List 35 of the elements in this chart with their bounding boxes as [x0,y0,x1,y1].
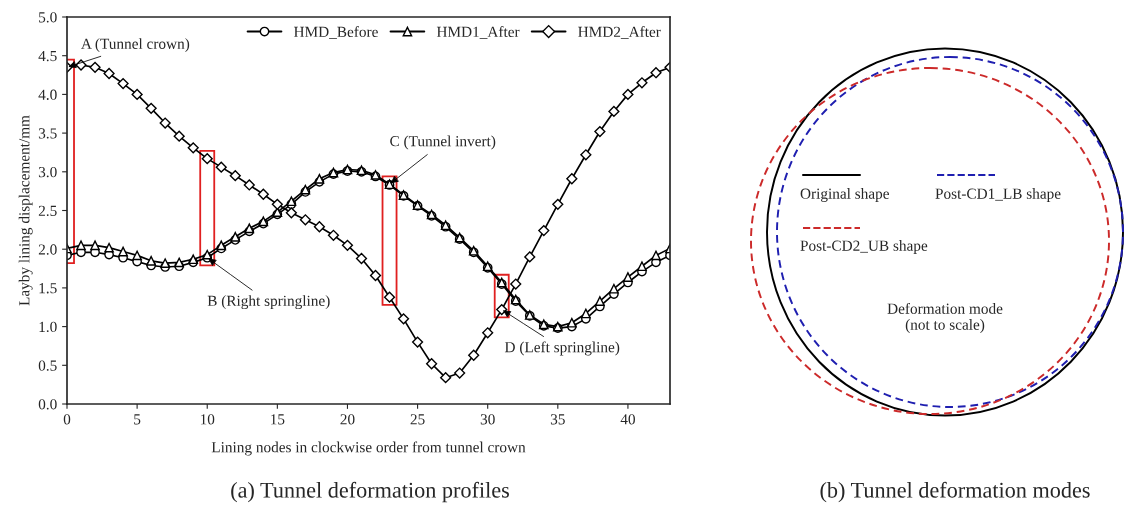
x-tick-label: 25 [410,414,425,425]
legend-label: HMD1_After [436,26,520,39]
x-axis-title: Lining nodes in clockwise order from tunnel crown [211,441,526,456]
y-tick-label: 5.0 [39,12,57,23]
annotation: B (Right springline) [207,295,330,310]
annotation: C (Tunnel invert) [390,135,496,150]
y-tick-label: 3.0 [38,166,57,178]
text: Original shape [800,188,889,202]
y-tick-label: 1.0 [39,321,57,333]
x-tick-label: 35 [550,414,565,425]
text: Deformation mode (not to scale) [887,302,1003,333]
y-tick-label: 0.0 [38,399,57,410]
x-tick-label: 0 [63,414,71,425]
y-tick-label: 4.5 [38,50,57,62]
x-tick-label: 10 [200,414,215,425]
text: Post-CD2_UB shape [800,240,928,254]
x-tick-label: 20 [340,414,355,425]
y-tick-label: 0.5 [38,360,57,371]
text: (b) Tunnel deformation modes [820,481,1090,503]
x-tick-label: 30 [480,414,495,425]
x-tick-label: 5 [134,414,141,425]
y-tick-label: 3.5 [38,128,57,139]
text: (a) Tunnel deformation profiles [231,481,509,503]
y-tick-label: 2.0 [38,244,57,255]
annotation: A (Tunnel crown) [81,38,190,53]
legend-label: HMD2_After [578,26,661,39]
text: Post-CD1_LB shape [935,188,1061,202]
legend-label: HMD_Before [293,26,378,39]
y-axis-title: Layby lining displacement/mm [18,115,33,306]
y-tick-label: 2.5 [38,205,57,217]
annotation: D (Left springline) [504,341,620,356]
x-tick-label: 15 [271,414,285,425]
y-tick-label: 1.5 [39,283,57,294]
y-tick-label: 4.0 [38,89,57,100]
x-tick-label: 40 [620,414,635,425]
